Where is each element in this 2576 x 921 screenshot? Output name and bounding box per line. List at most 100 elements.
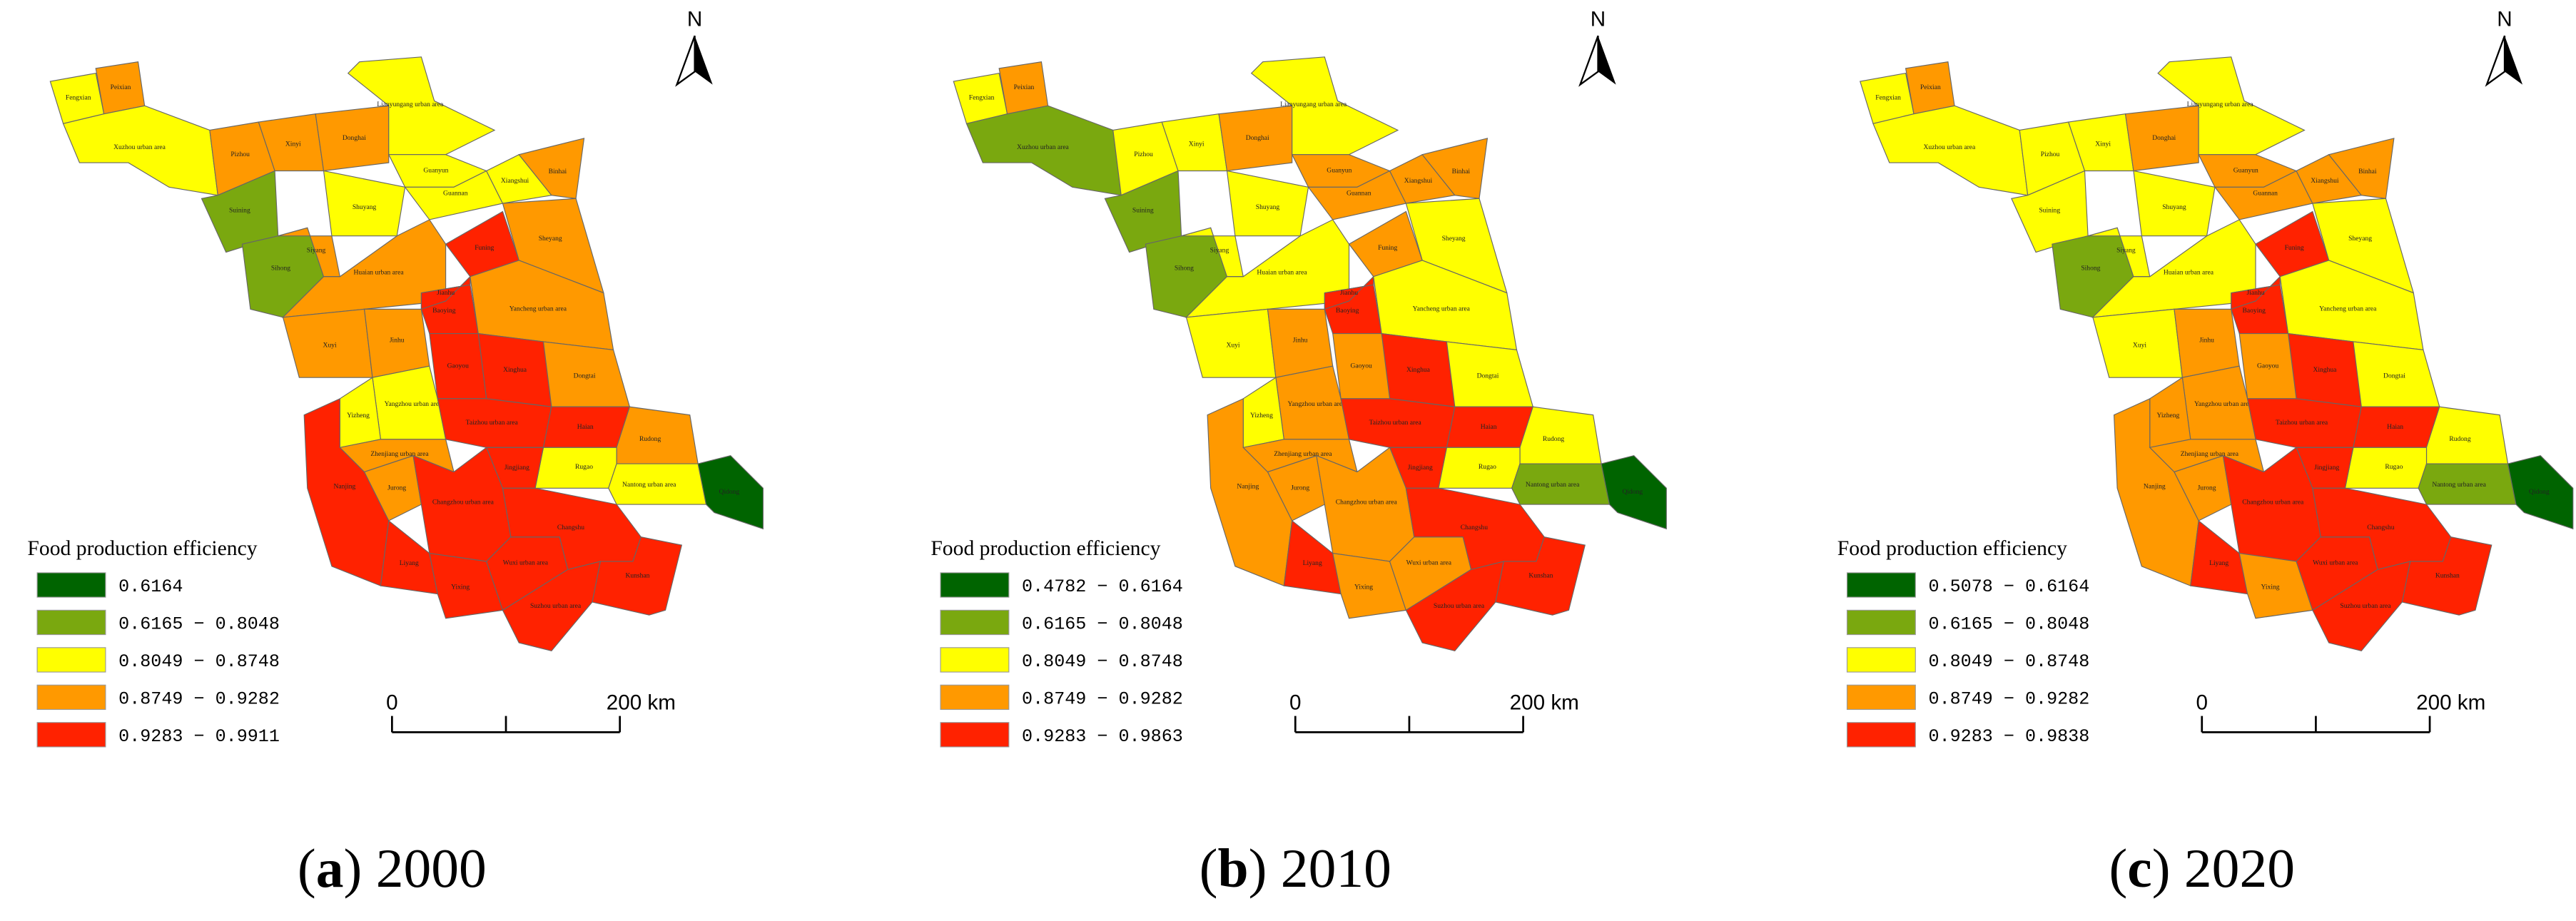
region	[2312, 561, 2411, 652]
region-label: Fengxian	[1875, 94, 1901, 102]
legend-swatch	[1846, 647, 1916, 673]
north-label: N	[1591, 7, 1606, 31]
region-label: Peixian	[1920, 83, 1941, 91]
region-label: Shuyang	[2162, 203, 2186, 211]
region-label: Xiangshui	[501, 177, 529, 185]
region-label: Xiangshui	[1404, 177, 1433, 185]
region-label: Yancheng urban area	[1413, 305, 1471, 313]
region-label: Suining	[2039, 206, 2060, 214]
region-label: Nantong urban area	[1526, 481, 1580, 489]
map-panel: Fengxian Peixian Xuzhou urban area Pizhou Xi…	[1837, 7, 2574, 899]
region-label: Nanjing	[334, 482, 356, 490]
region-label: Xuyi	[2133, 341, 2146, 349]
region-label: Gaoyou	[1351, 362, 1372, 370]
scale-label: 0	[386, 691, 398, 714]
region-label: Rugao	[1479, 463, 1496, 471]
region-label: Xiangshui	[2311, 177, 2339, 185]
region-label: Lianyungang urban area	[1280, 101, 1347, 108]
region-label: Guannan	[1347, 190, 1371, 198]
region-label: Yizheng	[347, 412, 370, 419]
region-label: Peixian	[111, 83, 131, 91]
region-label: Changzhou urban area	[2242, 498, 2304, 506]
region-label: Guanyun	[423, 167, 448, 175]
region	[347, 56, 496, 156]
region-label: Yizheng	[1250, 412, 1273, 419]
region-label: Jinhu	[1293, 336, 1308, 344]
region-label: Jianhu	[437, 289, 455, 297]
region-label: Sihong	[2081, 265, 2100, 273]
region-label: Pizhou	[1134, 151, 1153, 158]
region-label: Wuxi urban area	[1406, 559, 1452, 566]
region-label: Liyang	[1303, 559, 1322, 567]
region-label: Baoying	[1336, 307, 1359, 315]
region-label: Yizheng	[2156, 412, 2179, 419]
caption-year: ) 2010	[1249, 838, 1391, 899]
region-label: Donghai	[1246, 134, 1269, 142]
region-label: Yangzhou urban area	[385, 400, 443, 408]
region	[2238, 552, 2313, 619]
region	[2231, 275, 2281, 310]
legend-label: 0.6165 − 0.8048	[1929, 614, 2090, 635]
legend-label: 0.8749 − 0.9282	[1929, 688, 2090, 709]
legend-label: 0.8049 − 0.8748	[1929, 651, 2090, 672]
legend-label: 0.6165 − 0.8048	[1022, 614, 1183, 635]
scale-label: 200 km	[2416, 691, 2485, 714]
scale-label: 200 km	[1510, 691, 1579, 714]
legend-title: Food production efficiency	[1837, 537, 2067, 560]
region-label: Liyang	[400, 559, 419, 567]
region-label: Huaian urban area	[2164, 268, 2214, 276]
region-label: Xinghua	[1406, 366, 1431, 374]
region-label: Yangzhou urban area	[2194, 400, 2253, 408]
north-arrow-right	[694, 36, 713, 85]
region-label: Jingjiang	[1408, 464, 1433, 472]
region-label: Xuyi	[1226, 341, 1239, 349]
region-label: Haian	[2387, 423, 2403, 431]
region-label: Kunshan	[2435, 572, 2460, 580]
region	[1218, 105, 1293, 172]
region-label: Changshu	[557, 524, 584, 531]
region	[1601, 455, 1667, 530]
legend-swatch	[940, 722, 1010, 748]
region-label: Changshu	[2367, 524, 2394, 531]
region-label: Haian	[1481, 423, 1497, 431]
region-label: Huaian urban area	[1257, 268, 1307, 276]
region	[592, 536, 683, 616]
region-label: Xinghua	[2313, 366, 2337, 374]
region	[1104, 170, 1182, 253]
caption-year: ) 2020	[2152, 838, 2295, 899]
region-label: Wuxi urban area	[2313, 559, 2358, 566]
region-label: Liyang	[2209, 559, 2228, 567]
region-label: Xinghua	[503, 366, 527, 374]
region	[201, 170, 279, 253]
region-label: Nantong urban area	[622, 481, 676, 489]
region-label: Suzhou urban area	[2340, 602, 2391, 610]
region-label: Yixing	[2261, 584, 2280, 591]
region-label: Jinhu	[390, 336, 405, 344]
region-label: Suining	[1132, 206, 1154, 214]
north-arrow-right	[2504, 36, 2523, 85]
region-label: Jurong	[387, 484, 406, 492]
region-label: Rudong	[639, 435, 661, 443]
region-label: Yancheng urban area	[509, 305, 567, 313]
region-label: Kunshan	[1528, 572, 1553, 580]
region-label: Shuyang	[1256, 203, 1280, 211]
legend-swatch	[1846, 684, 1916, 711]
region-label: Sihong	[271, 265, 290, 273]
region-label: Qidong	[1622, 488, 1643, 496]
caption-year: ) 2000	[344, 838, 487, 899]
scale-label: 0	[1289, 691, 1301, 714]
region-label: Jurong	[1291, 484, 1309, 492]
region-label: Yixing	[1354, 584, 1373, 591]
region	[1250, 56, 1399, 156]
region-label: Kunshan	[625, 572, 649, 580]
region-label: Baoying	[432, 307, 456, 315]
region-label: Rudong	[1543, 435, 1565, 443]
legend-label: 0.4782 − 0.6164	[1022, 576, 1183, 597]
region-label: Fengxian	[969, 94, 995, 102]
region-label: Gaoyou	[447, 362, 469, 370]
legend-swatch	[940, 572, 1010, 598]
legend-swatch	[36, 572, 106, 598]
region-label: Siyang	[307, 246, 326, 254]
north-label: N	[2497, 7, 2512, 31]
